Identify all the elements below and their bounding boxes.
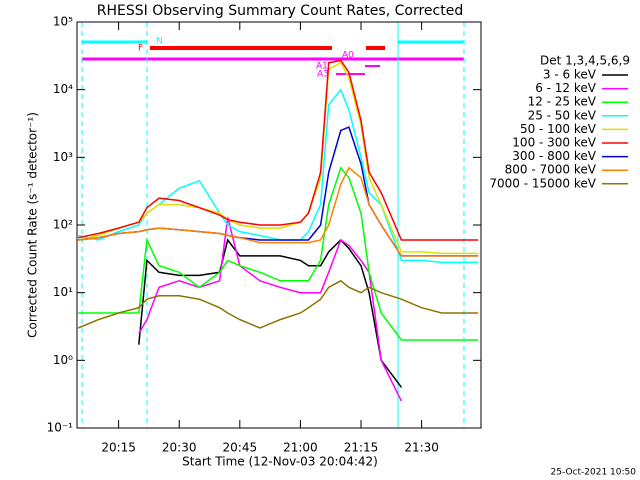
timestamp: 25-Oct-2021 10:50 — [551, 468, 637, 478]
series-line — [138, 217, 403, 402]
annotation: N — [156, 37, 163, 47]
legend-label: 6 - 12 keV — [535, 81, 597, 95]
x-tick-label: 21:30 — [404, 441, 439, 455]
legend-label: 7000 - 15000 keV — [489, 176, 596, 190]
legend-label: 800 - 7000 keV — [505, 163, 597, 177]
y-tick-label: 10⁴ — [53, 82, 73, 96]
legend-title: Det 1,3,4,5,6,9 — [540, 54, 630, 68]
legend-label: 3 - 6 keV — [543, 68, 597, 82]
annotation: A1 — [316, 62, 328, 72]
y-tick-label: 10⁵ — [53, 15, 73, 29]
series-line — [77, 279, 479, 329]
series-line — [78, 59, 479, 241]
y-tick-label: 10⁰ — [53, 353, 73, 367]
annotation: A3 — [317, 70, 329, 80]
legend-label: 100 - 300 keV — [512, 136, 596, 150]
x-tick-label: 20:15 — [101, 441, 136, 455]
legend-label: 25 - 50 keV — [528, 108, 597, 122]
legend-label: 300 - 800 keV — [512, 149, 596, 163]
x-tick-label: 20:30 — [162, 441, 197, 455]
y-tick-label: 10² — [53, 218, 73, 232]
x-tick-label: 21:15 — [344, 441, 379, 455]
annotation: F — [138, 44, 143, 54]
series-line — [78, 166, 479, 257]
series-line — [78, 166, 479, 341]
x-axis-label: Start Time (12-Nov-03 20:04:42) — [182, 455, 378, 469]
x-tick-label: 20:45 — [223, 441, 258, 455]
x-tick-label: 21:00 — [283, 441, 318, 455]
legend-label: 50 - 100 keV — [520, 122, 597, 136]
y-axis-label: Corrected Count Rate (s⁻¹ detector⁻¹) — [26, 112, 40, 338]
legend-label: 12 - 25 keV — [528, 95, 597, 109]
y-tick-label: 10³ — [53, 150, 73, 164]
y-tick-label: 10⁻¹ — [47, 421, 74, 435]
y-tick-label: 10¹ — [53, 285, 73, 299]
annotation: A0 — [342, 51, 354, 61]
chart-title: RHESSI Observing Summary Count Rates, Co… — [97, 3, 463, 19]
